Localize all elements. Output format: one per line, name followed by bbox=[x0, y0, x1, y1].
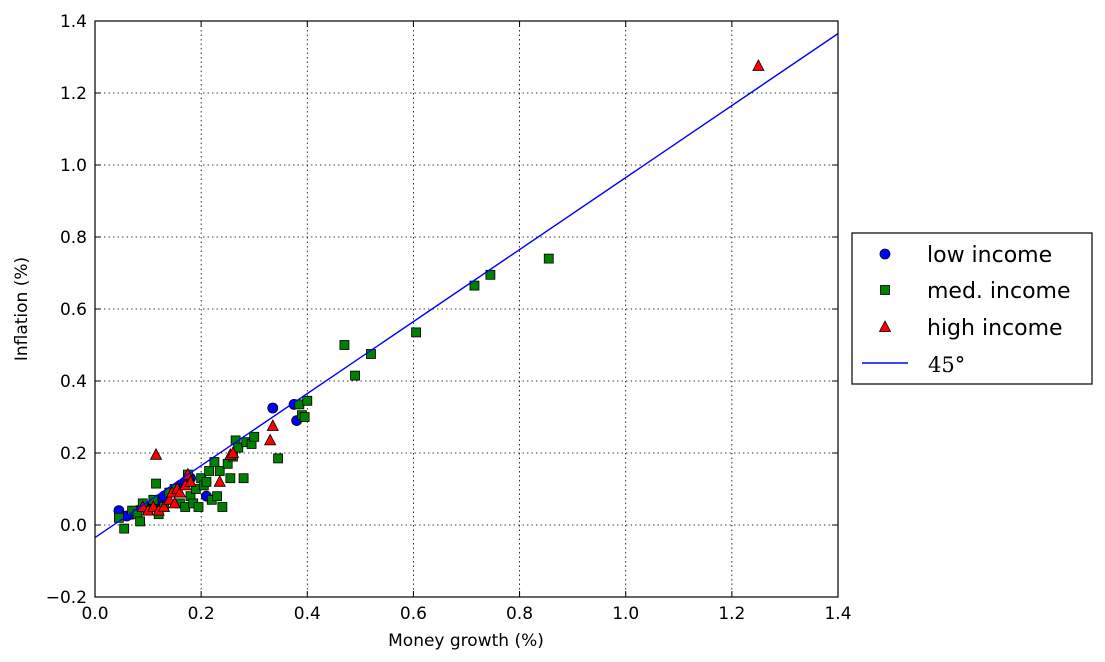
square-point bbox=[119, 523, 130, 534]
x-tick-label: 0.0 bbox=[81, 604, 108, 624]
square-point bbox=[209, 457, 220, 467]
plot-data bbox=[95, 33, 838, 539]
square-point bbox=[273, 453, 283, 464]
x-tick-label: 1.4 bbox=[824, 604, 851, 624]
triangle-point bbox=[266, 419, 279, 431]
x-tick-label: 1.0 bbox=[612, 604, 639, 624]
legend-box bbox=[851, 232, 1093, 385]
triangle-point bbox=[213, 474, 226, 487]
y-tick-label: −0.2 bbox=[46, 588, 87, 608]
square-point bbox=[193, 502, 204, 512]
square-point bbox=[339, 340, 350, 350]
triangle-point bbox=[752, 59, 765, 71]
square-point bbox=[238, 473, 249, 484]
legend: low income med. income high income 45° bbox=[851, 232, 1093, 385]
grid bbox=[95, 21, 838, 597]
x-tick-label: 0.2 bbox=[188, 604, 215, 624]
series-triangle bbox=[136, 59, 765, 516]
triangle-point bbox=[168, 496, 181, 509]
y-tick-label: 0.2 bbox=[60, 444, 87, 464]
square-point bbox=[469, 280, 480, 291]
legend-marker-triangle bbox=[878, 320, 892, 332]
square-point bbox=[217, 502, 228, 512]
plot-frame bbox=[94, 20, 839, 598]
x-axis-title: Money growth (%) bbox=[388, 631, 544, 651]
circle-point bbox=[267, 402, 279, 414]
square-point bbox=[225, 473, 236, 484]
square-point bbox=[201, 476, 212, 487]
triangle-point bbox=[263, 433, 277, 446]
ticks bbox=[94, 20, 839, 598]
square-point bbox=[135, 516, 146, 527]
triangle-point bbox=[173, 485, 187, 498]
y-tick-label: 0.4 bbox=[60, 372, 87, 392]
square-point bbox=[543, 253, 554, 264]
triangle-point bbox=[157, 500, 171, 512]
legend-marker-circle bbox=[879, 248, 891, 260]
x-tick-label: 0.8 bbox=[506, 604, 533, 624]
square-point bbox=[411, 327, 421, 338]
triangle-point bbox=[226, 446, 240, 458]
x-tick-label: 0.6 bbox=[400, 604, 427, 624]
legend-label: low income bbox=[927, 243, 1052, 268]
square-point bbox=[485, 269, 496, 280]
x-tick-label: 1.2 bbox=[718, 604, 745, 624]
y-tick-label: 0.0 bbox=[60, 516, 87, 536]
triangle-point bbox=[149, 447, 163, 460]
y-tick-label: 1.2 bbox=[60, 84, 87, 104]
square-point bbox=[249, 431, 260, 442]
y-tick-label: 0.6 bbox=[60, 300, 87, 320]
y-tick-label: 1.4 bbox=[60, 12, 87, 32]
legend-label: med. income bbox=[927, 279, 1071, 304]
x-tick-label: 0.4 bbox=[294, 604, 321, 624]
square-point bbox=[299, 412, 310, 422]
square-point bbox=[302, 395, 313, 406]
reference-line-45 bbox=[95, 33, 838, 539]
square-point bbox=[350, 370, 360, 381]
square-point bbox=[151, 478, 161, 489]
square-point bbox=[212, 491, 222, 502]
square-point bbox=[204, 466, 215, 476]
y-axis-title: Inflation (%) bbox=[12, 257, 32, 361]
legend-label: high income bbox=[927, 316, 1063, 341]
y-tick-labels: −0.2 0.0 0.2 0.4 0.6 0.8 1.0 1.2 1.4 bbox=[46, 12, 87, 608]
legend-label: 45° bbox=[928, 353, 965, 377]
y-tick-label: 1.0 bbox=[60, 156, 87, 176]
legend-marker-square bbox=[880, 285, 890, 295]
x-tick-labels: 0.0 0.2 0.4 0.6 0.8 1.0 1.2 1.4 bbox=[81, 604, 851, 624]
y-tick-label: 0.8 bbox=[60, 228, 87, 248]
triangle-point bbox=[184, 474, 197, 487]
square-point bbox=[233, 442, 244, 453]
